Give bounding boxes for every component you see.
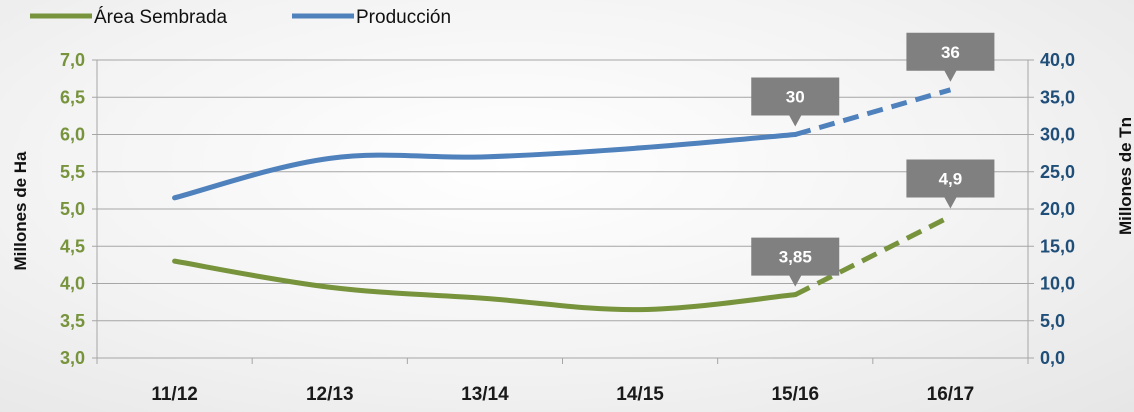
- y-right-tick-label: 10,0: [1040, 274, 1075, 294]
- callouts: 36 30 4,9 3,85: [751, 32, 995, 287]
- y-left-tick-labels: 3,0 3,5 4,0 4,5 5,0 5,5 6,0 6,5 7,0: [60, 50, 85, 368]
- y-right-tick-label: 30,0: [1040, 125, 1075, 145]
- y-right-tick-label: 25,0: [1040, 162, 1075, 182]
- x-tick-label: 12/13: [306, 384, 354, 405]
- x-tick-label: 14/15: [616, 384, 664, 405]
- legend-label-area: Área Sembrada: [94, 7, 228, 28]
- series-line-produccion: [172, 132, 798, 201]
- axes: [92, 59, 1034, 364]
- y-left-tick-label: 6,0: [60, 125, 85, 145]
- data-callout: 3,85: [751, 237, 840, 287]
- x-tick-labels: 11/12 12/13 13/14 14/15 15/16 16/17: [151, 384, 974, 405]
- y-right-tick-label: 20,0: [1040, 199, 1075, 219]
- y-right-axis-title: Millones de Tn: [1116, 117, 1134, 235]
- x-tick-label: 16/17: [927, 384, 975, 405]
- y-left-tick-label: 3,0: [60, 348, 85, 368]
- y-right-tick-label: 35,0: [1040, 87, 1075, 107]
- series-line-area: [172, 258, 798, 313]
- data-callout: 30: [751, 77, 840, 127]
- series-projection-produccion: [794, 87, 952, 137]
- y-left-tick-label: 3,5: [60, 311, 85, 331]
- x-tick-label: 13/14: [461, 384, 509, 405]
- series-projection-area: [794, 214, 952, 297]
- y-right-tick-label: 5,0: [1040, 311, 1065, 331]
- data-callout: 4,9: [906, 159, 995, 209]
- series-lines: [172, 87, 952, 313]
- y-left-tick-label: 4,5: [60, 236, 85, 256]
- x-tick-label: 11/12: [151, 384, 198, 405]
- callout-label: 30: [786, 88, 805, 107]
- y-right-tick-labels: 0,0 5,0 10,0 15,0 20,0 25,0 30,0 35,0 40,0: [1040, 50, 1075, 368]
- y-left-tick-label: 5,5: [60, 162, 85, 182]
- callout-label: 4,9: [939, 169, 963, 188]
- y-left-tick-label: 4,0: [60, 274, 85, 294]
- y-right-tick-label: 0,0: [1040, 348, 1065, 368]
- y-left-tick-label: 6,5: [60, 87, 85, 107]
- data-callout: 36: [906, 32, 995, 82]
- callout-label: 3,85: [779, 248, 812, 267]
- callout-box: [906, 159, 995, 209]
- y-left-axis-title: Millones de Ha: [11, 151, 30, 271]
- callout-box: [751, 77, 840, 127]
- x-tick-label: 15/16: [771, 384, 819, 405]
- gridlines: [97, 59, 1028, 359]
- y-right-tick-label: 40,0: [1040, 50, 1075, 70]
- legend-label-produccion: Producción: [356, 7, 451, 28]
- y-left-tick-label: 7,0: [60, 50, 85, 70]
- callout-box: [906, 32, 995, 82]
- callout-box: [751, 237, 840, 287]
- legend: Área Sembrada Producción: [30, 7, 451, 28]
- callout-label: 36: [941, 43, 960, 62]
- y-left-tick-label: 5,0: [60, 199, 85, 219]
- y-right-tick-label: 15,0: [1040, 236, 1075, 256]
